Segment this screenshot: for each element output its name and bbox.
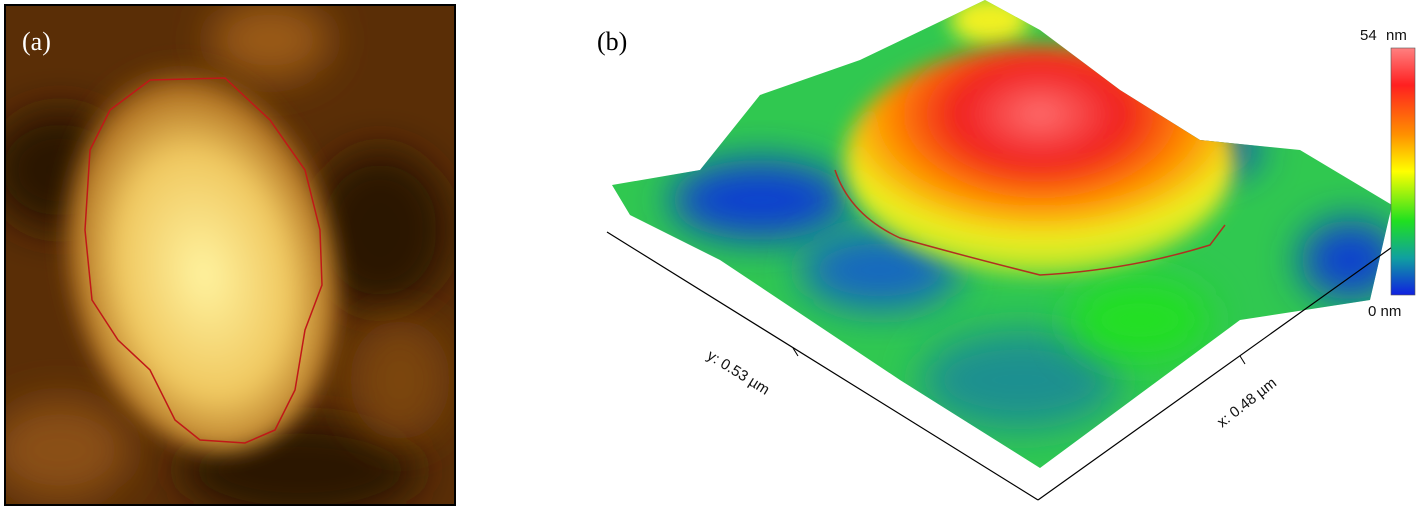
- colorbar-max: 54: [1360, 27, 1377, 44]
- tick: [1239, 355, 1246, 365]
- outline: [834, 169, 1226, 276]
- outline: [84, 77, 323, 444]
- colorbar: [1390, 47, 1416, 296]
- panel-a-image: [6, 6, 454, 504]
- panel-a-frame: [4, 4, 456, 506]
- y-axis: [606, 231, 1039, 501]
- panel-b-surface: [612, 0, 1392, 468]
- y-axis-label: y: 0.53 µm: [704, 347, 773, 399]
- colorbar-unit: nm: [1386, 27, 1407, 44]
- x-axis: [1037, 244, 1396, 501]
- x-axis-label: x: 0.48 µm: [1214, 374, 1280, 431]
- panel-label: (a): [22, 27, 51, 56]
- colorbar-min: 0 nm: [1368, 303, 1401, 320]
- tick: [792, 347, 799, 357]
- panel-label: (b): [597, 27, 627, 56]
